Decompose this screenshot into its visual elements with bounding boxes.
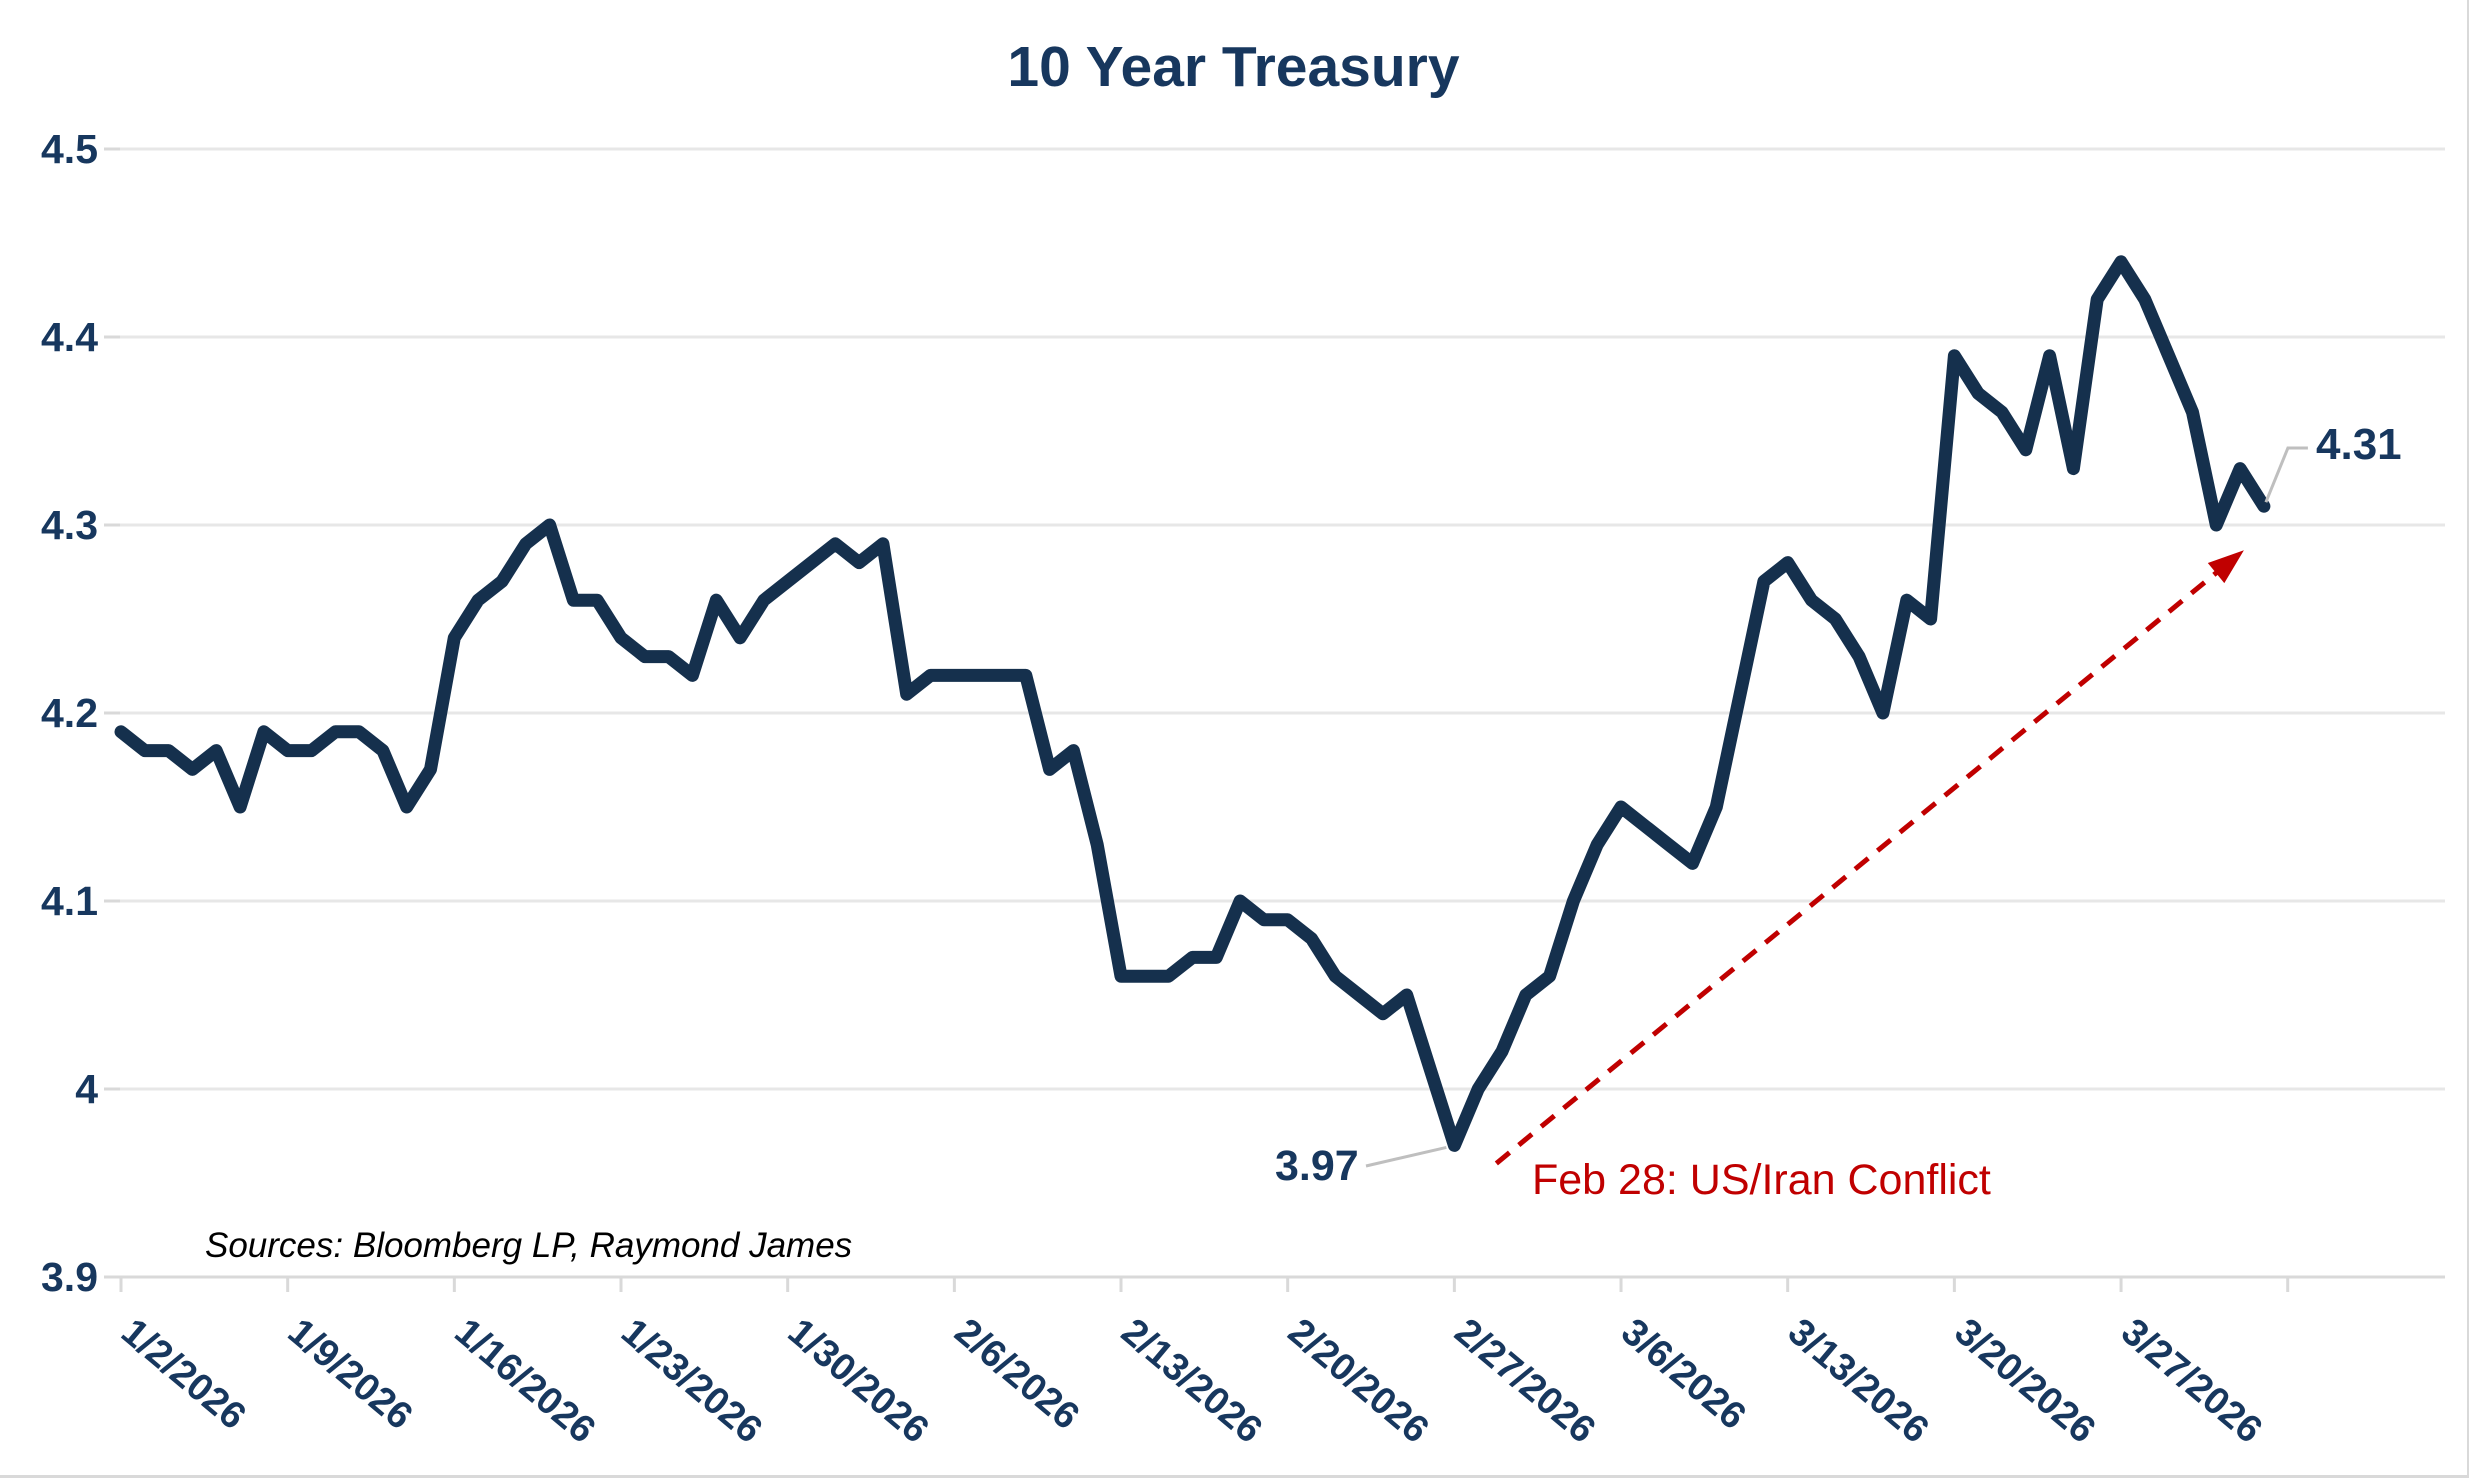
event-arrow-head xyxy=(2207,550,2244,584)
y-axis-label: 4.1 xyxy=(41,878,98,924)
y-axis-label: 4.2 xyxy=(41,690,98,736)
x-axis-label: 2/6/2026 xyxy=(947,1311,1087,1438)
y-axis-label: 4.4 xyxy=(41,314,98,360)
x-axis-label: 3/6/2026 xyxy=(1613,1311,1753,1438)
min-label-leader-line xyxy=(1365,1145,1447,1168)
x-axis-label: 2/27/2026 xyxy=(1447,1311,1604,1452)
x-axis-label: 1/2/2026 xyxy=(113,1311,253,1438)
last-point-data-label: 4.31 xyxy=(2316,420,2402,469)
yield-line-series xyxy=(114,255,2271,1152)
chart-title: 10 Year Treasury xyxy=(1007,35,1460,99)
x-axis-label: 1/30/2026 xyxy=(780,1311,937,1452)
source-note: Sources: Bloomberg LP, Raymond James xyxy=(205,1226,853,1265)
y-axis-label: 4.5 xyxy=(41,126,98,172)
x-axis-label: 1/23/2026 xyxy=(613,1311,770,1452)
event-arrow-shaft xyxy=(1494,567,2223,1166)
y-axis-label: 4.3 xyxy=(41,502,98,548)
x-axis-label: 1/9/2026 xyxy=(280,1311,420,1438)
x-axis-label: 1/16/2026 xyxy=(447,1311,604,1452)
y-axis-label: 4 xyxy=(75,1066,98,1112)
x-axis-label: 3/27/2026 xyxy=(2113,1311,2270,1452)
end-label-leader-line xyxy=(2264,446,2308,503)
min-point-data-label: 3.97 xyxy=(1275,1142,1359,1190)
x-axis-label: 2/13/2026 xyxy=(1113,1311,1270,1452)
event-annotation-text: Feb 28: US/Iran Conflict xyxy=(1532,1156,1991,1204)
y-axis-label: 3.9 xyxy=(41,1254,98,1300)
x-axis-label: 3/13/2026 xyxy=(1780,1311,1937,1452)
x-axis-label: 2/20/2026 xyxy=(1280,1311,1437,1452)
x-axis-label: 3/20/2026 xyxy=(1947,1311,2104,1452)
